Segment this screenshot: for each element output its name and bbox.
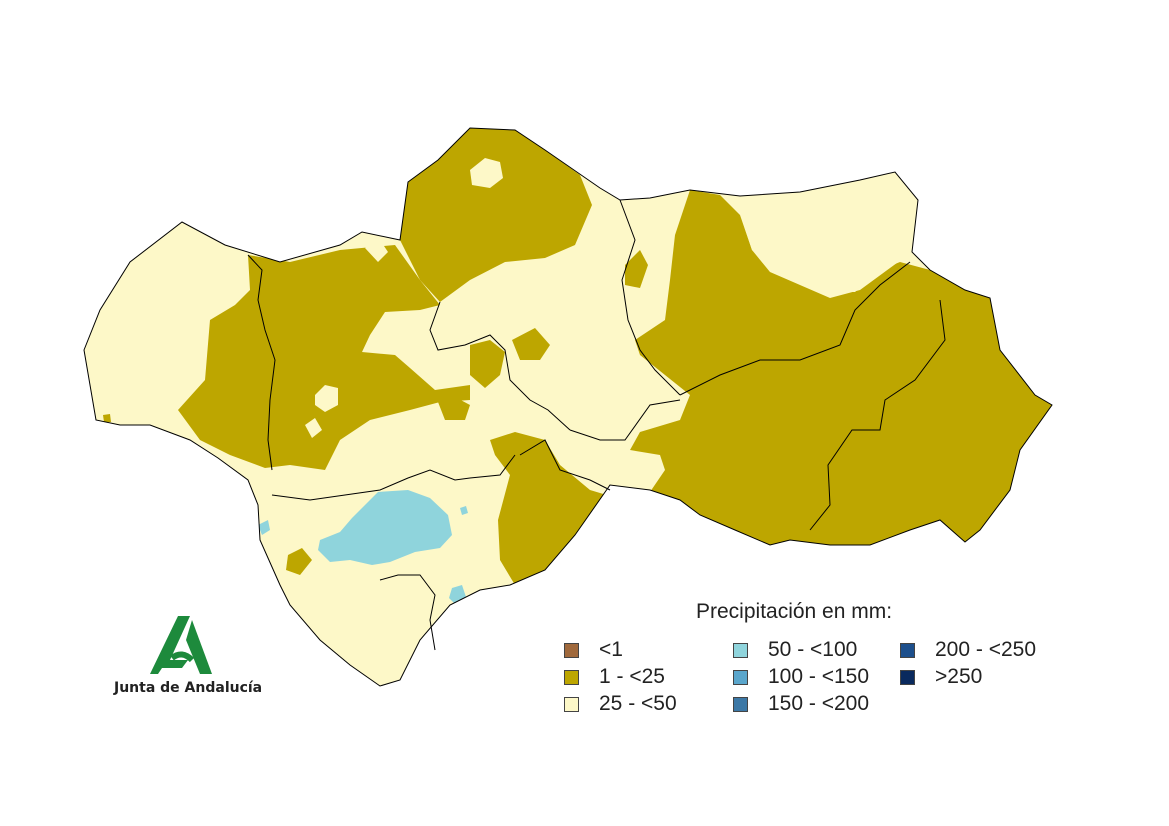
legend-label: 1 - <25	[599, 665, 665, 688]
logo-mark-left	[150, 616, 190, 674]
legend-label: 100 - <150	[768, 665, 870, 688]
zone-50-100-dot	[460, 506, 468, 515]
zone-1-25-east	[630, 190, 1052, 545]
zone-25-50-hole-north-east	[740, 172, 918, 298]
border-cordoba-granada	[569, 399, 681, 441]
legend-swatch	[900, 669, 915, 685]
border-granada-malaga	[519, 439, 611, 491]
zone-50-100-cadiz-edge	[258, 520, 270, 535]
legend-label: 50 - <100	[768, 638, 858, 661]
zone-50-100-malaga	[318, 490, 452, 565]
legend-label: 150 - <200	[768, 692, 870, 715]
zone-1-25-north	[400, 128, 592, 302]
legend-swatch	[733, 642, 748, 658]
legend-label: >250	[935, 665, 983, 688]
logo-mark-right	[186, 620, 212, 674]
legend-item-gt250: >250	[900, 665, 982, 689]
legend-swatch	[564, 696, 579, 712]
legend-swatch	[900, 642, 915, 658]
zone-25-50-hole-4	[365, 240, 388, 262]
legend-swatch	[564, 669, 579, 685]
junta-andalucia-logo-icon	[150, 616, 212, 674]
border-huelva-sevilla	[247, 254, 276, 471]
legend-swatch	[733, 696, 748, 712]
legend-item-100-150: 100 - <150	[733, 665, 869, 689]
zone-1-25-blob-cadiz	[286, 548, 312, 575]
logo-mark-arc	[170, 651, 195, 663]
border-granada-almeria	[809, 299, 946, 531]
legend-item-50-100: 50 - <100	[733, 638, 857, 662]
logo-text: Junta de Andalucía	[114, 680, 263, 696]
zone-1-25-center-blob-2	[512, 328, 550, 360]
legend-item-25-50: 25 - <50	[564, 692, 677, 716]
zone-25-50-hole-2	[315, 385, 338, 412]
border-jaen-granada	[679, 261, 911, 396]
legend-swatch	[733, 669, 748, 685]
zone-1-25-center-blob	[470, 340, 505, 388]
border-sevilla-cadiz-malaga	[271, 454, 516, 501]
legend-item-150-200: 150 - <200	[733, 692, 869, 716]
legend-swatch	[564, 642, 579, 658]
zone-1-25-dot-huelva	[103, 414, 111, 422]
border-cadiz-malaga	[379, 574, 436, 651]
legend-label: <1	[599, 638, 623, 661]
legend-label: 200 - <250	[935, 638, 1037, 661]
legend-title: Precipitación en mm:	[696, 600, 893, 623]
border-sevilla-cordoba	[429, 301, 571, 431]
zone-25-50-hole-1	[470, 158, 503, 188]
zone-25-50-hole-3	[305, 418, 322, 438]
zone-1-25-west	[178, 245, 470, 470]
province-borders	[247, 199, 946, 651]
border-cordoba-jaen	[619, 199, 681, 396]
zone-1-25-center-blob-3	[438, 397, 470, 420]
legend-label: 25 - <50	[599, 692, 677, 715]
legend-item-200-250: 200 - <250	[900, 638, 1036, 662]
legend-item-1-25: 1 - <25	[564, 665, 665, 689]
legend-item-lt1: <1	[564, 638, 623, 662]
zone-1-25-blob-jaen	[625, 250, 648, 288]
